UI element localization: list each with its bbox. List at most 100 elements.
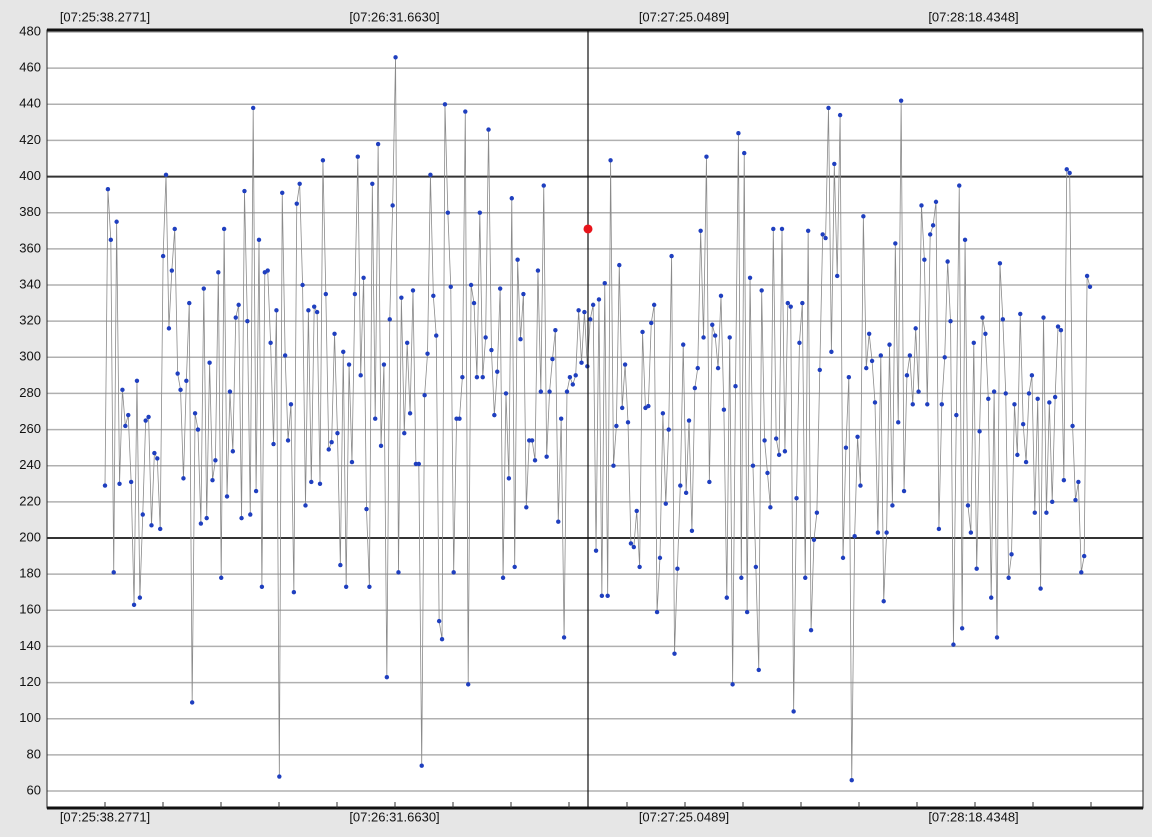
data-point xyxy=(590,302,596,308)
data-point xyxy=(434,333,439,338)
data-point xyxy=(181,476,186,481)
data-point xyxy=(986,396,991,402)
data-point xyxy=(739,575,744,580)
data-point xyxy=(930,223,936,228)
data-point xyxy=(925,402,930,407)
y-tick-label: 120 xyxy=(19,674,41,689)
data-point xyxy=(945,259,950,264)
data-point xyxy=(544,454,549,459)
data-point xyxy=(634,508,639,514)
data-point xyxy=(724,595,729,600)
data-point xyxy=(1079,570,1084,575)
data-point xyxy=(675,566,680,571)
data-point xyxy=(294,201,299,206)
data-point xyxy=(805,228,811,233)
data-point xyxy=(198,521,204,526)
data-point xyxy=(271,441,276,447)
data-point xyxy=(506,476,512,481)
data-point xyxy=(1006,575,1011,580)
data-point xyxy=(858,483,863,488)
data-point xyxy=(1061,477,1067,483)
series-line xyxy=(104,57,1091,781)
data-point xyxy=(582,309,587,315)
data-point xyxy=(521,291,526,297)
x-axis-label-top: [07:28:18.4348] xyxy=(928,9,1018,24)
x-axis-label-bottom: [07:25:38.2771] xyxy=(60,809,150,824)
data-point xyxy=(869,358,875,364)
data-point xyxy=(866,331,872,336)
data-point xyxy=(274,308,279,313)
data-point xyxy=(678,483,683,488)
y-tick-label: 140 xyxy=(19,638,41,653)
data-point xyxy=(811,537,817,543)
y-tick-label: 400 xyxy=(19,168,41,183)
data-point xyxy=(431,293,436,299)
data-point xyxy=(425,351,430,356)
data-point xyxy=(192,411,198,416)
data-point xyxy=(977,429,982,434)
data-point xyxy=(919,203,924,208)
data-point xyxy=(585,364,590,369)
data-point xyxy=(1084,273,1090,279)
data-point xyxy=(640,329,645,335)
data-point xyxy=(306,308,311,313)
data-point xyxy=(922,257,927,262)
data-point xyxy=(567,374,573,380)
data-point xyxy=(538,389,544,394)
data-point xyxy=(835,273,840,279)
data-point xyxy=(689,528,695,533)
data-point xyxy=(672,651,677,656)
data-point xyxy=(593,548,599,553)
data-point xyxy=(939,402,945,407)
data-point xyxy=(683,490,689,496)
data-point xyxy=(1070,423,1075,429)
data-point xyxy=(1064,167,1069,172)
plot-area xyxy=(47,30,1143,808)
data-point xyxy=(660,411,666,416)
data-point xyxy=(268,340,273,346)
data-point xyxy=(309,479,314,485)
data-point xyxy=(152,450,157,456)
data-point xyxy=(558,416,564,421)
data-point xyxy=(808,627,814,633)
data-point xyxy=(1000,317,1006,322)
data-point xyxy=(747,275,753,280)
data-point xyxy=(619,405,625,411)
data-point xyxy=(131,602,137,608)
y-tick-label: 80 xyxy=(27,746,41,761)
data-point xyxy=(474,374,480,380)
data-point xyxy=(250,105,256,111)
data-point xyxy=(178,387,183,393)
data-point xyxy=(768,505,773,510)
data-point xyxy=(704,154,709,159)
data-point xyxy=(1029,373,1035,378)
data-point xyxy=(829,349,834,355)
data-point xyxy=(980,315,985,320)
data-point xyxy=(596,297,602,302)
data-point xyxy=(765,470,770,476)
data-point xyxy=(532,458,538,463)
data-point xyxy=(794,496,799,501)
data-point xyxy=(149,523,154,528)
data-point xyxy=(204,515,209,521)
data-point xyxy=(686,418,692,423)
data-point xyxy=(698,228,703,233)
y-tick-label: 420 xyxy=(19,132,41,147)
data-point xyxy=(111,570,116,575)
data-point xyxy=(1081,553,1087,559)
data-point xyxy=(797,340,802,346)
y-tick-label: 220 xyxy=(19,493,41,508)
data-point xyxy=(1009,552,1014,557)
data-point xyxy=(381,362,387,367)
data-point xyxy=(367,584,372,589)
y-tick-label: 460 xyxy=(19,60,41,75)
data-point xyxy=(756,667,761,673)
data-point xyxy=(378,443,384,449)
data-point xyxy=(663,501,668,506)
data-point xyxy=(608,158,613,163)
data-point xyxy=(172,226,177,232)
data-point xyxy=(832,161,837,167)
data-point xyxy=(602,280,607,286)
data-point xyxy=(791,709,796,714)
data-point xyxy=(936,526,942,532)
